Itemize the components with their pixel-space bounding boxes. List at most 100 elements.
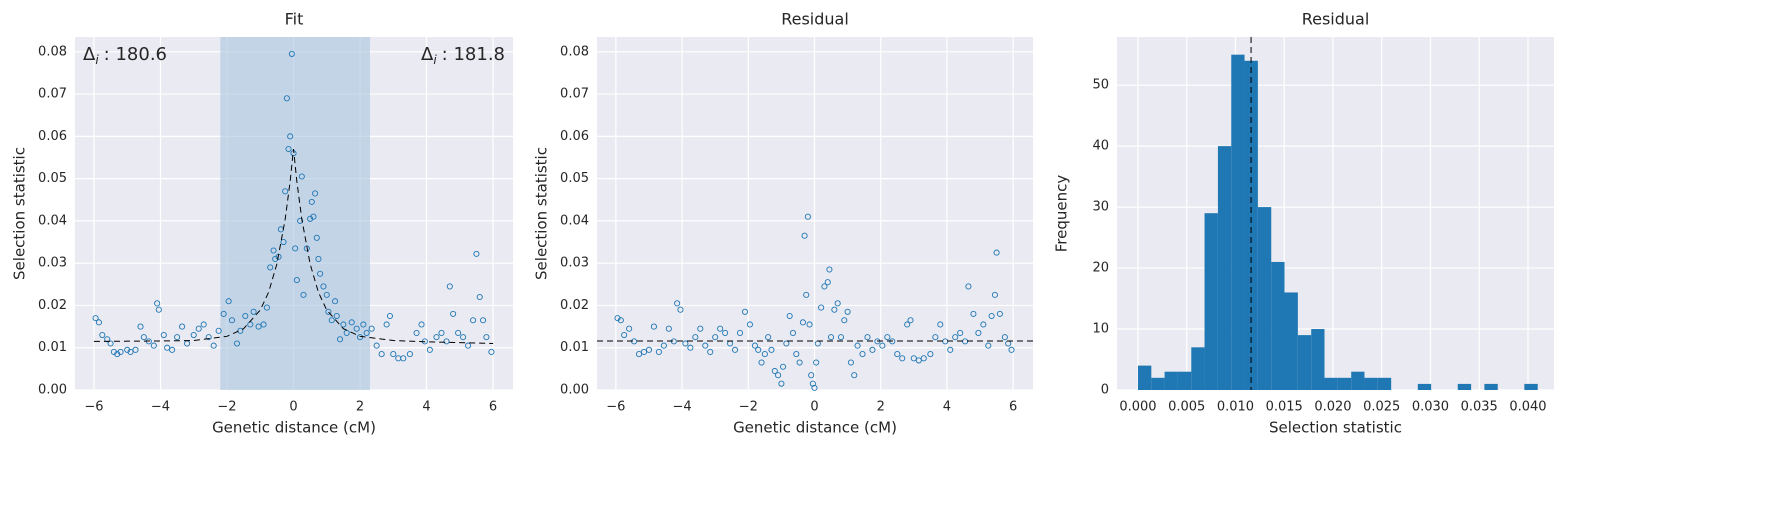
data-point <box>927 351 934 358</box>
y-tick-label: 0.00 <box>560 383 589 398</box>
data-point <box>473 250 480 257</box>
x-tick-label: 0.020 <box>1314 400 1351 415</box>
annotation-symbol: Δ <box>83 44 96 65</box>
annotation: Δi: 181.8 <box>421 44 505 67</box>
fit-line <box>93 148 494 344</box>
x-axis-label: Genetic distance (cM) <box>212 419 376 437</box>
data-point <box>154 300 161 307</box>
data-point <box>406 351 413 358</box>
data-point <box>674 300 681 307</box>
data-point <box>899 355 906 362</box>
data-point <box>692 334 699 341</box>
data-point <box>975 329 982 336</box>
data-point <box>765 334 772 341</box>
data-point <box>250 308 257 315</box>
data-point <box>260 321 267 328</box>
y-tick-label: 20 <box>1092 261 1109 276</box>
annotation-subscript: i <box>433 53 437 67</box>
data-point <box>884 334 891 341</box>
x-tick-label: 0.000 <box>1119 400 1156 415</box>
data-point <box>99 331 106 339</box>
data-point <box>303 245 310 252</box>
data-point <box>368 325 375 332</box>
data-point <box>270 247 277 254</box>
data-point <box>761 351 768 358</box>
data-point <box>155 306 162 313</box>
data-point <box>793 351 800 358</box>
data-point <box>190 331 197 339</box>
y-tick-label: 0.03 <box>560 256 589 271</box>
data-point <box>859 351 866 358</box>
data-point <box>363 329 370 336</box>
data-point <box>915 357 922 364</box>
y-tick-label: 0.08 <box>38 44 67 59</box>
data-point <box>228 317 236 324</box>
y-tick-label: 0.07 <box>38 87 67 102</box>
x-tick-label: 0.025 <box>1363 400 1400 415</box>
x-tick-label: −4 <box>151 400 170 415</box>
data-point <box>851 372 858 379</box>
data-point <box>841 317 848 324</box>
y-tick-label: 0.08 <box>560 44 589 59</box>
data-point <box>741 308 749 315</box>
data-point <box>317 270 324 277</box>
data-point <box>937 321 944 328</box>
x-tick-label: 0 <box>810 400 818 415</box>
data-point <box>378 351 385 358</box>
data-point <box>826 266 833 273</box>
data-point <box>811 384 818 391</box>
data-point <box>736 329 744 336</box>
histogram-bar <box>1324 377 1338 390</box>
x-tick-label: 0.035 <box>1461 400 1498 415</box>
data-point <box>665 325 672 332</box>
data-point <box>220 310 227 317</box>
data-point <box>465 342 472 349</box>
data-point <box>828 334 835 341</box>
data-point <box>174 334 181 341</box>
data-point <box>315 255 322 262</box>
y-axis-label: Selection statistic <box>11 147 29 280</box>
histogram-bar <box>1377 377 1392 390</box>
data-point <box>768 346 775 353</box>
data-point <box>205 334 212 341</box>
data-point <box>904 321 911 328</box>
x-tick-label: −6 <box>84 400 103 415</box>
data-point <box>255 323 262 330</box>
data-point <box>879 342 886 349</box>
data-point <box>348 319 355 326</box>
data-point <box>775 372 782 379</box>
data-point <box>332 298 339 305</box>
data-point <box>340 321 347 328</box>
data-point <box>292 245 299 252</box>
data-point <box>1001 334 1008 341</box>
y-tick-label: 0.01 <box>38 340 67 355</box>
x-axis-label: Selection statistic <box>1269 419 1402 437</box>
y-tick-label: 0.06 <box>560 129 589 144</box>
data-point <box>280 238 287 246</box>
data-point <box>310 213 317 220</box>
data-point <box>991 291 998 298</box>
data-point <box>677 306 684 313</box>
data-point <box>844 308 851 315</box>
histogram-bar <box>1257 207 1272 390</box>
plot-background <box>1117 37 1554 390</box>
data-point <box>771 367 778 375</box>
data-point <box>920 355 927 362</box>
data-point <box>635 351 643 358</box>
data-point <box>980 321 987 328</box>
data-point <box>806 321 813 328</box>
data-point <box>932 334 939 341</box>
data-point <box>455 329 462 336</box>
x-tick-label: −4 <box>672 400 691 415</box>
data-point <box>854 342 861 349</box>
data-point <box>732 346 739 353</box>
data-point <box>687 344 694 351</box>
data-point <box>210 342 217 349</box>
histogram-bar <box>1231 54 1245 391</box>
x-tick-label: 4 <box>943 400 951 415</box>
data-point <box>107 340 114 347</box>
data-point <box>476 293 483 301</box>
data-point <box>824 279 831 286</box>
data-point <box>780 363 787 370</box>
y-tick-label: 30 <box>1092 200 1109 215</box>
